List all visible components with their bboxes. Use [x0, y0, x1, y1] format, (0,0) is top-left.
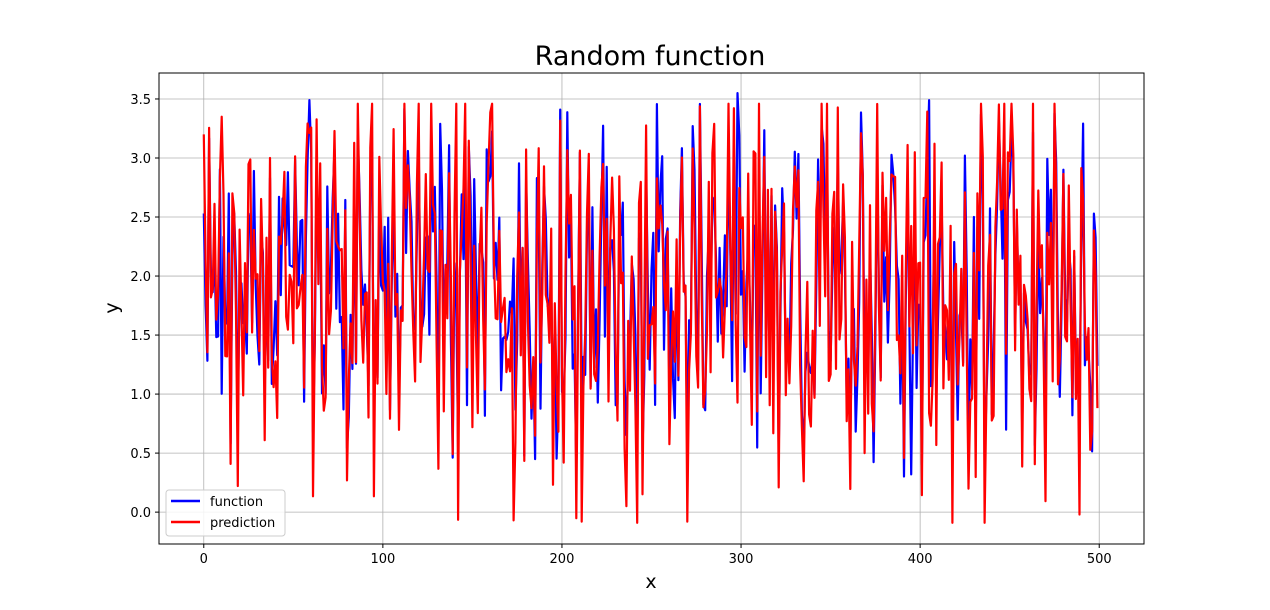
- x-tick-label: 500: [1087, 552, 1112, 567]
- x-tick-label: 200: [550, 552, 575, 567]
- y-tick-label: 2.5: [130, 211, 151, 226]
- x-tick-label: 100: [370, 552, 395, 567]
- y-tick-label: 1.0: [130, 388, 151, 403]
- x-axis-label: x: [645, 571, 656, 593]
- x-tick-label: 300: [729, 552, 754, 567]
- y-tick-label: 0.0: [130, 506, 151, 521]
- legend: function prediction: [165, 489, 286, 537]
- x-ticks: 0 100 200 300 400 500: [200, 544, 1112, 567]
- y-tick-label: 0.5: [130, 447, 151, 462]
- legend-label-function: function: [210, 495, 263, 510]
- x-tick-label: 400: [908, 552, 933, 567]
- y-ticks: 0.0 0.5 1.0 1.5 2.0 2.5 3.0 3.5: [130, 93, 159, 521]
- y-tick-label: 1.5: [130, 329, 151, 344]
- y-tick-label: 3.0: [130, 152, 151, 167]
- x-tick-label: 0: [200, 552, 208, 567]
- chart-title: Random function: [535, 41, 766, 72]
- legend-label-prediction: prediction: [210, 516, 275, 531]
- series-line-prediction: [202, 102, 1099, 524]
- y-tick-label: 2.0: [130, 270, 151, 285]
- plot-frame: [158, 72, 1145, 545]
- y-tick-label: 3.5: [130, 93, 151, 108]
- y-axis-label: y: [101, 302, 123, 313]
- series-lines: [202, 92, 1099, 524]
